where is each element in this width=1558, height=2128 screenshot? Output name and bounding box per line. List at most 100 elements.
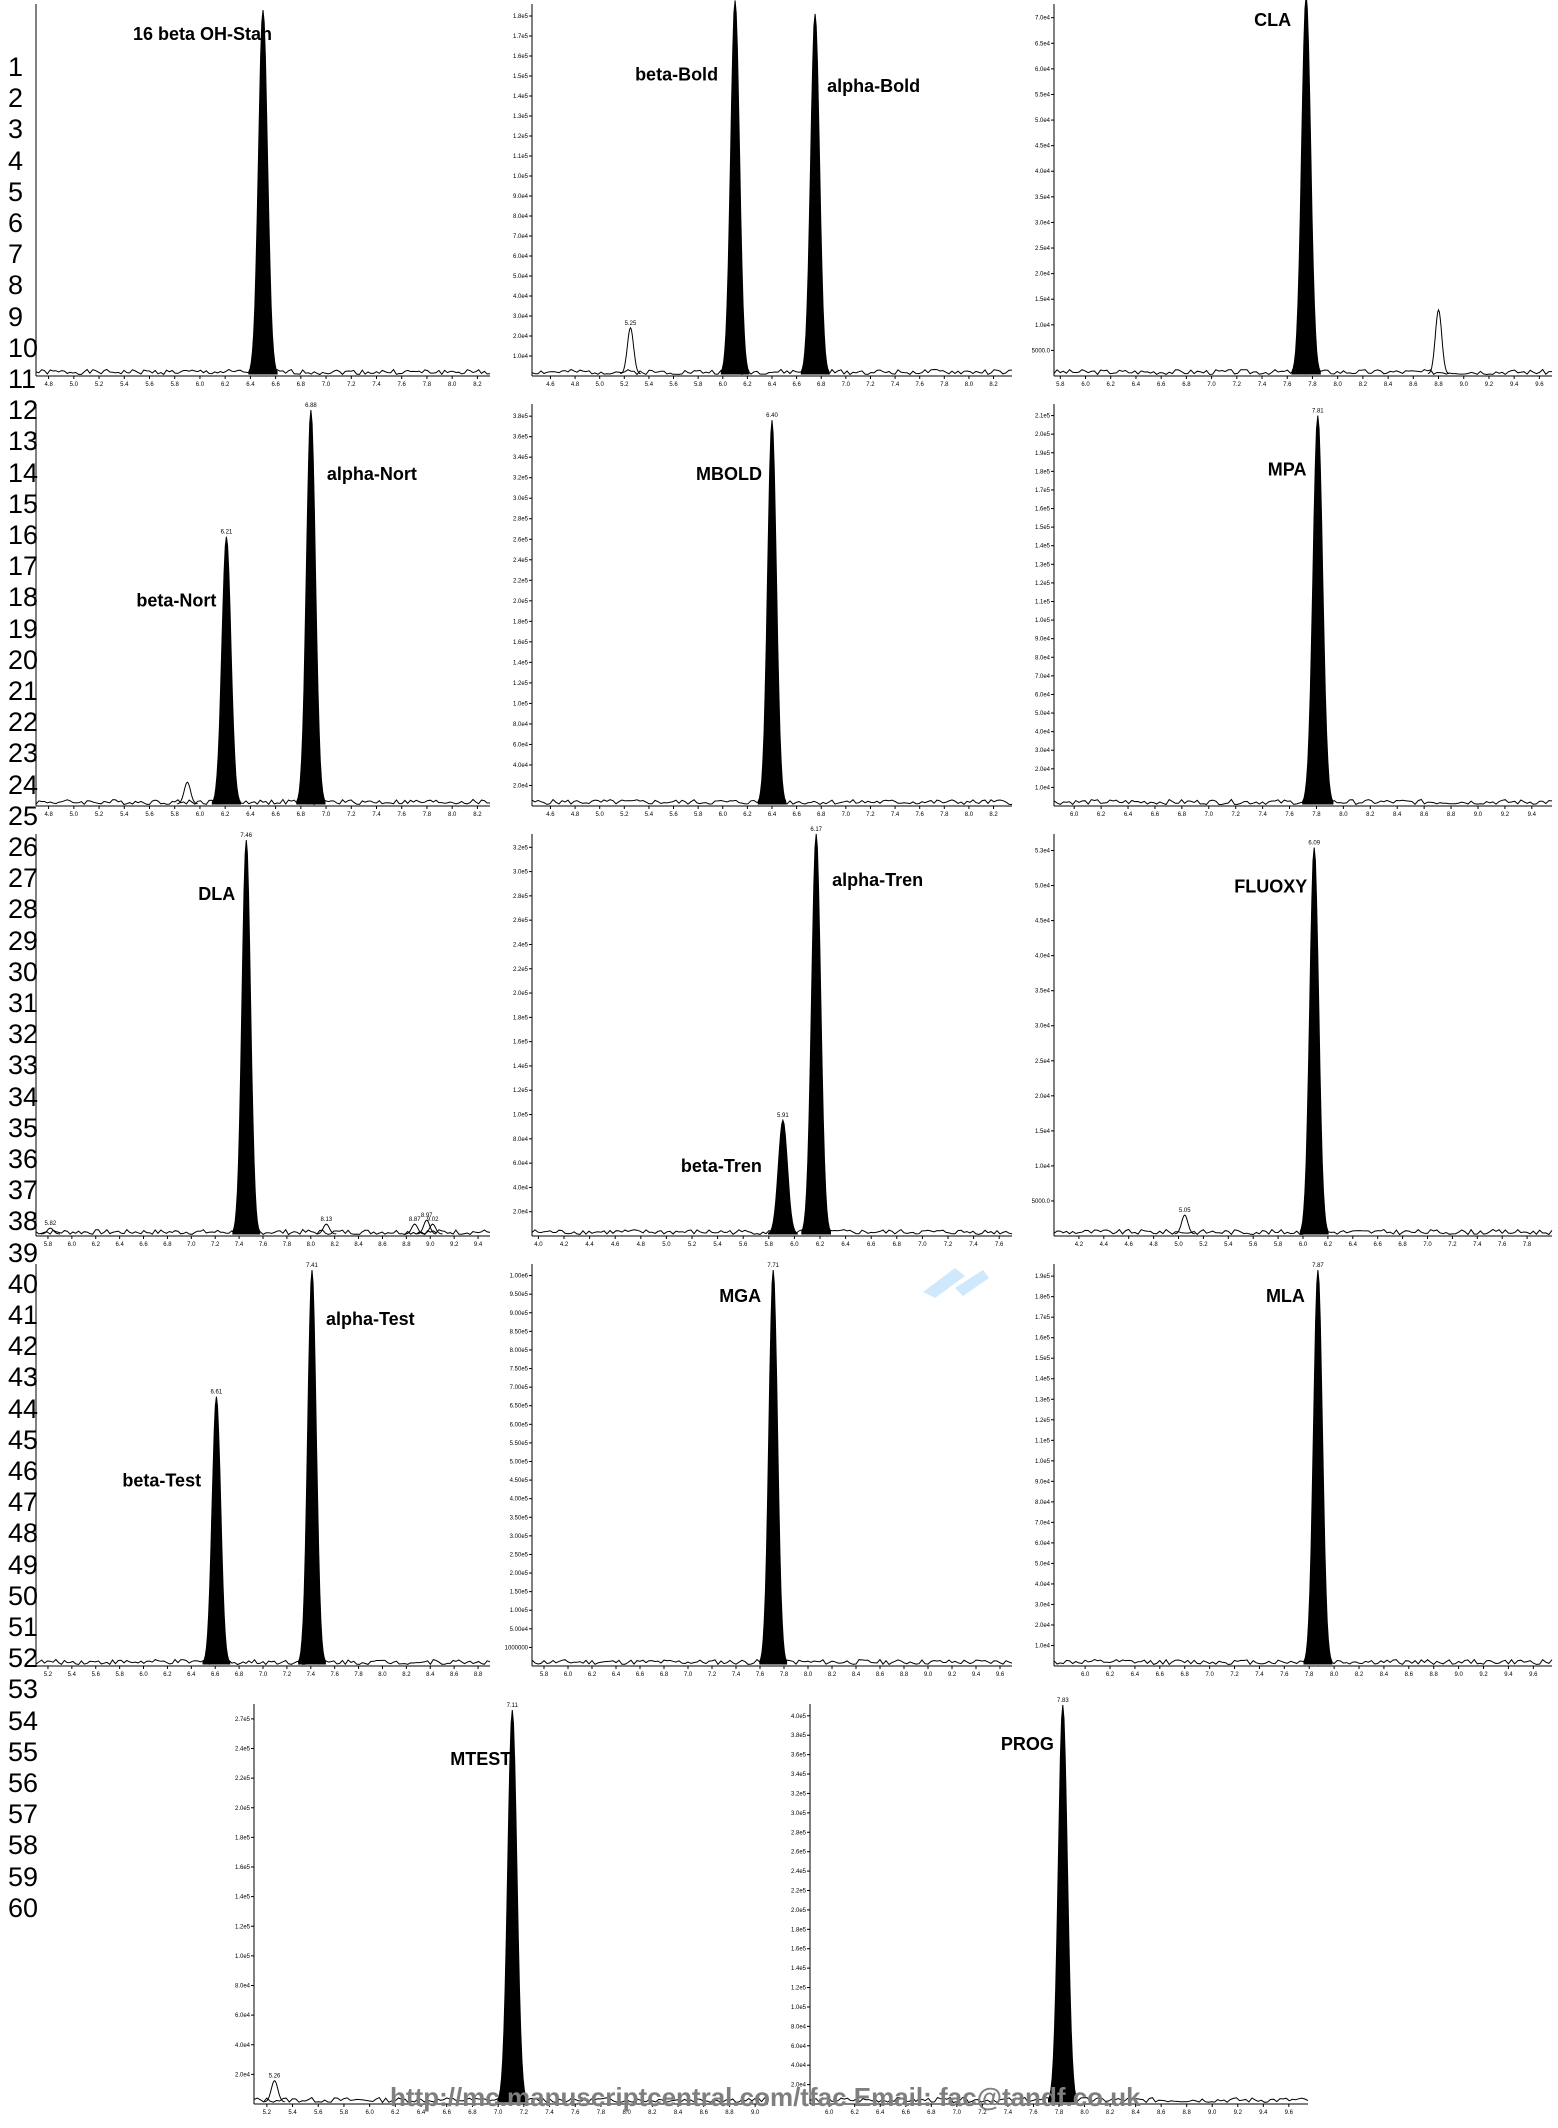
x-tick-label: 8.8 bbox=[1434, 382, 1443, 388]
y-tick-label: 8.0e4 bbox=[513, 1137, 529, 1143]
y-tick-label: 2.5e4 bbox=[1035, 246, 1051, 252]
x-tick-label: 8.0 bbox=[307, 1242, 316, 1248]
y-tick-label: 6.50e5 bbox=[510, 1404, 529, 1410]
chromatogram-svg: 5.2 5.4 5.6 5.8 6.0 6.2 6.4 6.6 6.8 7.0 7.2 7.4 7.6 7… bbox=[35, 1263, 491, 1678]
x-tick-label: 7.8 bbox=[1523, 1242, 1532, 1248]
line-number: 41 bbox=[8, 1300, 39, 1330]
x-tick-label: 5.4 bbox=[120, 812, 129, 818]
compound-label: FLUOXY bbox=[1234, 876, 1307, 896]
x-tick-label: 8.2 bbox=[1355, 1672, 1364, 1678]
x-tick-label: 6.8 bbox=[1182, 382, 1191, 388]
y-tick-label: 5.00e5 bbox=[510, 1459, 529, 1465]
y-tick-label: 3.6e5 bbox=[513, 435, 529, 441]
y-tick-label: 2.0e4 bbox=[1035, 767, 1051, 773]
y-tick-label: 4.0e4 bbox=[1035, 169, 1051, 175]
y-tick-label: 3.0e4 bbox=[1035, 748, 1051, 754]
x-tick-label: 5.6 bbox=[145, 812, 154, 818]
x-tick-label: 4.6 bbox=[1125, 1242, 1134, 1248]
x-tick-label: 6.6 bbox=[1151, 812, 1160, 818]
peak-retention-time: 7.41 bbox=[306, 1263, 318, 1269]
y-tick-label: 1.0e5 bbox=[1035, 1459, 1051, 1465]
x-tick-label: 5.0 bbox=[70, 812, 79, 818]
compound-label: beta-Bold bbox=[635, 64, 718, 84]
line-number: 23 bbox=[8, 738, 39, 769]
x-tick-label: 5.2 bbox=[1199, 1242, 1208, 1248]
y-tick-label: 1.4e5 bbox=[1035, 1377, 1051, 1383]
x-tick-label: 7.8 bbox=[1305, 1672, 1314, 1678]
peak-retention-time: 9.02 bbox=[427, 1217, 439, 1223]
chromatogram-svg: 4.6 4.8 5.0 5.2 5.4 5.6 5.8 6.0 6.2 6.4 6.6 6.8 7.0 7… bbox=[513, 404, 1013, 818]
line-number: 16 bbox=[8, 520, 39, 550]
x-tick-label: 9.0 bbox=[1460, 382, 1469, 388]
x-tick-label: 6.4 bbox=[841, 1242, 850, 1248]
y-tick-label: 5.0e4 bbox=[1035, 1561, 1051, 1567]
y-tick-label: 6.0e4 bbox=[235, 2013, 251, 2019]
x-tick-label: 8.8 bbox=[1447, 812, 1456, 818]
line-number: 4 bbox=[8, 145, 24, 176]
y-tick-label: 6.0e4 bbox=[791, 2044, 807, 2050]
peak bbox=[757, 420, 787, 805]
peak-retention-time: 7.83 bbox=[1057, 1698, 1069, 1704]
y-tick-label: 2.0e4 bbox=[791, 2083, 807, 2089]
x-tick-label: 6.4 bbox=[612, 1672, 621, 1678]
y-tick-label: 3.0e4 bbox=[1035, 1602, 1051, 1608]
chromatogram-mtest: 5.2 5.4 5.6 5.8 6.0 6.2 6.4 6.6 6.8 7.0 7.2 7.4 7.6 7… bbox=[218, 1700, 774, 2128]
x-tick-label: 6.0 bbox=[825, 2110, 834, 2116]
x-tick-label: 7.8 bbox=[423, 812, 432, 818]
baseline-trace bbox=[1053, 1658, 1553, 1666]
x-tick-label: 6.0 bbox=[790, 1242, 799, 1248]
y-tick-label: 1.0e5 bbox=[235, 1954, 251, 1960]
y-tick-label: 8.0e4 bbox=[791, 2024, 807, 2030]
line-number: 44 bbox=[8, 1393, 39, 1424]
x-tick-label: 4.6 bbox=[546, 812, 555, 818]
x-tick-label: 8.2 bbox=[473, 382, 482, 388]
peak bbox=[416, 1219, 437, 1235]
y-tick-label: 1.0e4 bbox=[1035, 1643, 1051, 1649]
x-tick-label: 6.0 bbox=[1299, 1242, 1308, 1248]
x-tick-label: 9.4 bbox=[1528, 812, 1537, 818]
y-tick-label: 2.8e5 bbox=[513, 894, 529, 900]
y-tick-label: 6.00e5 bbox=[510, 1422, 529, 1428]
x-tick-label: 7.4 bbox=[732, 1672, 741, 1678]
y-tick-label: 9.0e4 bbox=[1035, 1479, 1051, 1485]
x-tick-label: 8.6 bbox=[1420, 812, 1429, 818]
y-tick-label: 1.2e5 bbox=[235, 1924, 251, 1930]
y-tick-label: 3.00e5 bbox=[510, 1534, 529, 1540]
y-tick-label: 4.0e4 bbox=[513, 763, 529, 769]
x-tick-label: 9.2 bbox=[1501, 812, 1510, 818]
x-tick-label: 6.4 bbox=[1132, 382, 1141, 388]
x-tick-label: 5.6 bbox=[739, 1242, 748, 1248]
line-number: 17 bbox=[8, 551, 39, 582]
x-tick-label: 8.8 bbox=[402, 1242, 411, 1248]
x-tick-label: 6.6 bbox=[1157, 382, 1166, 388]
x-tick-label: 4.4 bbox=[585, 1242, 594, 1248]
x-tick-label: 7.0 bbox=[953, 2110, 962, 2116]
x-tick-label: 5.2 bbox=[688, 1242, 697, 1248]
y-tick-label: 1.9e5 bbox=[1035, 451, 1051, 457]
x-tick-label: 8.4 bbox=[426, 1672, 435, 1678]
x-tick-label: 9.2 bbox=[1234, 2110, 1243, 2116]
line-number: 26 bbox=[8, 832, 39, 862]
peak-retention-time: 5.05 bbox=[1179, 1208, 1191, 1214]
x-tick-label: 4.4 bbox=[1100, 1242, 1109, 1248]
x-tick-label: 7.0 bbox=[1205, 1672, 1214, 1678]
y-tick-label: 2.0e4 bbox=[1035, 272, 1051, 278]
chromatogram-svg: 6.0 6.2 6.4 6.6 6.8 7.0 7.2 7.4 7.6 7.8 8.0 8.2 8.4 8… bbox=[1035, 1263, 1553, 1678]
peak bbox=[232, 839, 261, 1235]
x-tick-label: 4.6 bbox=[546, 382, 555, 388]
x-tick-label: 6.8 bbox=[235, 1672, 244, 1678]
line-number: 36 bbox=[8, 1144, 39, 1174]
line-number: 60 bbox=[8, 1892, 39, 1923]
x-tick-label: 6.6 bbox=[443, 2110, 452, 2116]
x-tick-label: 6.2 bbox=[92, 1242, 101, 1248]
chromatogram-mbold: 4.6 4.8 5.0 5.2 5.4 5.6 5.8 6.0 6.2 6.4 6.6 6.8 7.0 7… bbox=[496, 400, 1018, 830]
y-tick-label: 2.1e5 bbox=[1035, 414, 1051, 420]
x-tick-label: 7.6 bbox=[259, 1242, 268, 1248]
y-tick-label: 2.8e5 bbox=[791, 1830, 807, 1836]
y-tick-label: 4.0e4 bbox=[1035, 954, 1051, 960]
line-number: 43 bbox=[8, 1362, 39, 1393]
x-tick-label: 7.8 bbox=[1055, 2110, 1064, 2116]
line-number: 57 bbox=[8, 1799, 39, 1830]
x-tick-label: 6.0 bbox=[68, 1242, 77, 1248]
y-tick-label: 5.50e5 bbox=[510, 1441, 529, 1447]
